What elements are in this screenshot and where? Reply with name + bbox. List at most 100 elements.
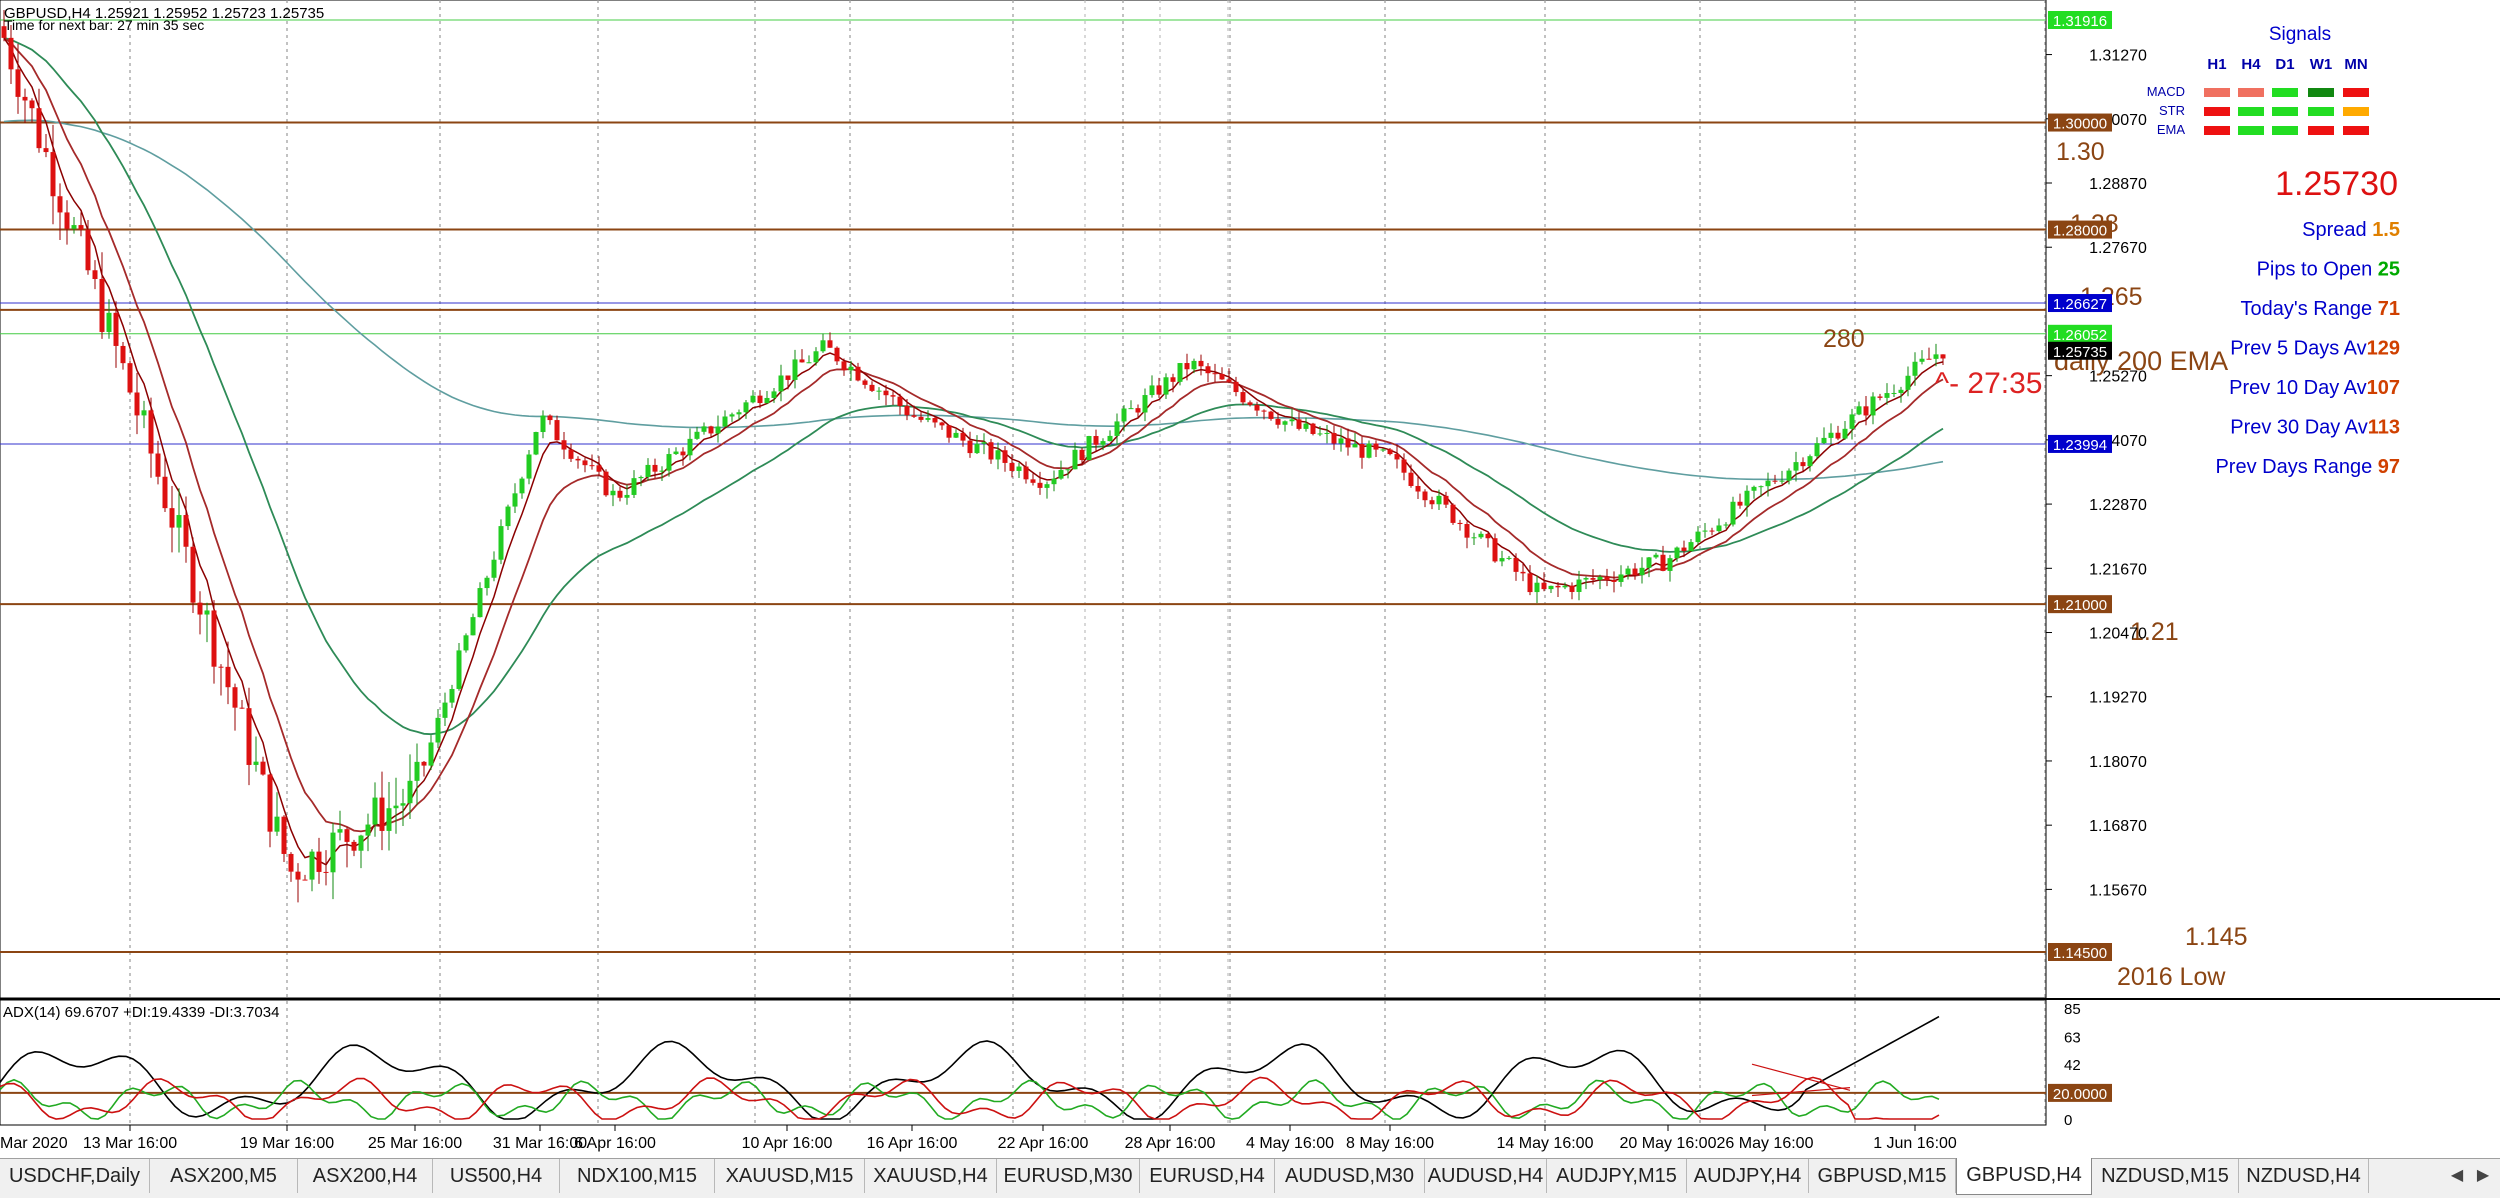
tab-us500-h4[interactable]: US500,H4: [433, 1159, 560, 1193]
tab-eurusd-h4[interactable]: EURUSD,H4: [1140, 1159, 1275, 1193]
candle-body: [92, 270, 98, 279]
tab-asx200-m5[interactable]: ASX200,M5: [150, 1159, 298, 1193]
candle-body: [1226, 379, 1232, 382]
scroll-left-icon[interactable]: ◀: [2450, 1167, 2464, 1184]
signal-dot: [2343, 126, 2369, 135]
adx-trend-line: [1751, 1063, 1851, 1091]
tab-nzdusd-h4[interactable]: NZDUSD,H4: [2239, 1159, 2369, 1193]
adx-level-tag-label: 20.0000: [2053, 1086, 2107, 1103]
price-tick-label: 1.27670: [2089, 240, 2147, 257]
candle-body: [428, 742, 434, 766]
candle-body: [197, 602, 203, 615]
candle-body: [1814, 443, 1820, 457]
candle-body: [1842, 428, 1848, 439]
candle-body: [1898, 389, 1904, 393]
candle-body: [148, 410, 154, 454]
candle-body: [1415, 485, 1421, 492]
candle-body: [1009, 462, 1015, 471]
candle-body: [1485, 533, 1491, 539]
candle-body: [1737, 501, 1743, 506]
candle-body: [1807, 456, 1813, 467]
candle-body: [1674, 547, 1680, 559]
scroll-right-icon[interactable]: ▶: [2476, 1167, 2490, 1184]
candle-body: [57, 196, 63, 213]
candle-body: [1499, 558, 1505, 562]
candle-body: [547, 415, 553, 421]
candle-body: [512, 493, 518, 507]
tab-audusd-h4[interactable]: AUDUSD,H4: [1425, 1159, 1547, 1193]
candle-body: [1296, 419, 1302, 429]
candles: [1, 10, 1946, 903]
price-tag: [2048, 113, 2112, 132]
candle-body: [1793, 462, 1799, 471]
price-tag: [2048, 294, 2112, 313]
price-tick-label: 1.22870: [2089, 497, 2147, 514]
annotation-level-130: 1.30: [2056, 138, 2105, 166]
tab-nzdusd-m15[interactable]: NZDUSD,M15: [2092, 1159, 2239, 1193]
price-tag-label: 1.23994: [2053, 437, 2107, 454]
price-tick-label: 1.19270: [2089, 690, 2147, 707]
candle-body: [1261, 410, 1267, 412]
candle-body: [820, 340, 826, 352]
candle-body: [274, 816, 280, 832]
candle-body: [960, 432, 966, 441]
tab-eurusd-m30[interactable]: EURUSD,M30: [997, 1159, 1140, 1193]
price-tag-label: 1.21000: [2053, 597, 2107, 614]
time-axis-label: 25 Mar 16:00: [368, 1135, 462, 1152]
candle-body: [1016, 466, 1022, 471]
candle-body: [1548, 585, 1554, 590]
tab-gbpusd-h4[interactable]: GBPUSD,H4: [1956, 1158, 2092, 1195]
candle-body: [1198, 360, 1204, 367]
tab-xauusd-m15[interactable]: XAUUSD,M15: [715, 1159, 865, 1193]
tab-xauusd-h4[interactable]: XAUUSD,H4: [865, 1159, 997, 1193]
tab-audusd-m30[interactable]: AUDUSD,M30: [1275, 1159, 1425, 1193]
candle-body: [1324, 432, 1330, 434]
candle-body: [1772, 480, 1778, 482]
signals-row-ema: EMA: [2157, 122, 2186, 137]
candle-body: [281, 816, 287, 854]
adx-level-tag: [2048, 1083, 2112, 1102]
candle-body: [806, 362, 812, 364]
adx-main-line: [0, 1015, 1940, 1120]
candle-body: [834, 347, 840, 362]
candle-body: [1786, 470, 1792, 481]
candle-body: [743, 402, 749, 413]
price-tick-label: 1.28870: [2089, 176, 2147, 193]
candle-body: [176, 515, 182, 528]
tab-ndx100-m15[interactable]: NDX100,M15: [560, 1159, 715, 1193]
candle-body: [1471, 537, 1477, 539]
chart-symbol-info: GBPUSD,H4 1.25921 1.25952 1.25723 1.2573…: [4, 5, 324, 22]
candle-body: [386, 808, 392, 831]
candle-body: [1191, 360, 1197, 370]
candle-body: [1583, 578, 1589, 580]
main-plot-area[interactable]: [0, 0, 2047, 999]
candle-body: [722, 416, 728, 427]
tab-asx200-h4[interactable]: ASX200,H4: [298, 1159, 433, 1193]
candle-body: [463, 635, 469, 651]
candle-body: [106, 312, 112, 332]
stat-prev-days-range: Prev Days Range 97: [2215, 456, 2400, 478]
candle-body: [1555, 585, 1561, 588]
candle-body: [351, 841, 357, 851]
candle-body: [645, 464, 651, 477]
time-axis-label: 20 May 16:00: [1620, 1135, 1717, 1152]
signal-dot: [2343, 107, 2369, 116]
candle-body: [1065, 469, 1071, 471]
candle-body: [897, 396, 903, 406]
price-tick-label: 1.16870: [2089, 818, 2147, 835]
candle-body: [1380, 449, 1386, 451]
next-bar-timer: Time for next bar: 27 min 35 sec: [4, 17, 204, 33]
candle-body: [1919, 358, 1925, 362]
price-tick-label: 1.25270: [2089, 369, 2147, 386]
tab-audjpy-m15[interactable]: AUDJPY,M15: [1547, 1159, 1687, 1193]
indicator-plot-area[interactable]: [0, 999, 2047, 1126]
tab-audjpy-h4[interactable]: AUDJPY,H4: [1687, 1159, 1809, 1193]
time-axis-label: 6 Apr 16:00: [574, 1135, 656, 1152]
tab-usdchf-daily[interactable]: USDCHF,Daily: [0, 1159, 150, 1193]
candle-body: [1590, 578, 1596, 580]
tab-gbpusd-m15[interactable]: GBPUSD,M15: [1809, 1159, 1956, 1193]
price-chart[interactable]: GBPUSD,H4 1.25921 1.25952 1.25723 1.2573…: [0, 0, 2500, 1158]
signal-dot: [2272, 107, 2298, 116]
time-axis-label: 8 May 16:00: [1346, 1135, 1434, 1152]
candle-body: [1170, 377, 1176, 382]
